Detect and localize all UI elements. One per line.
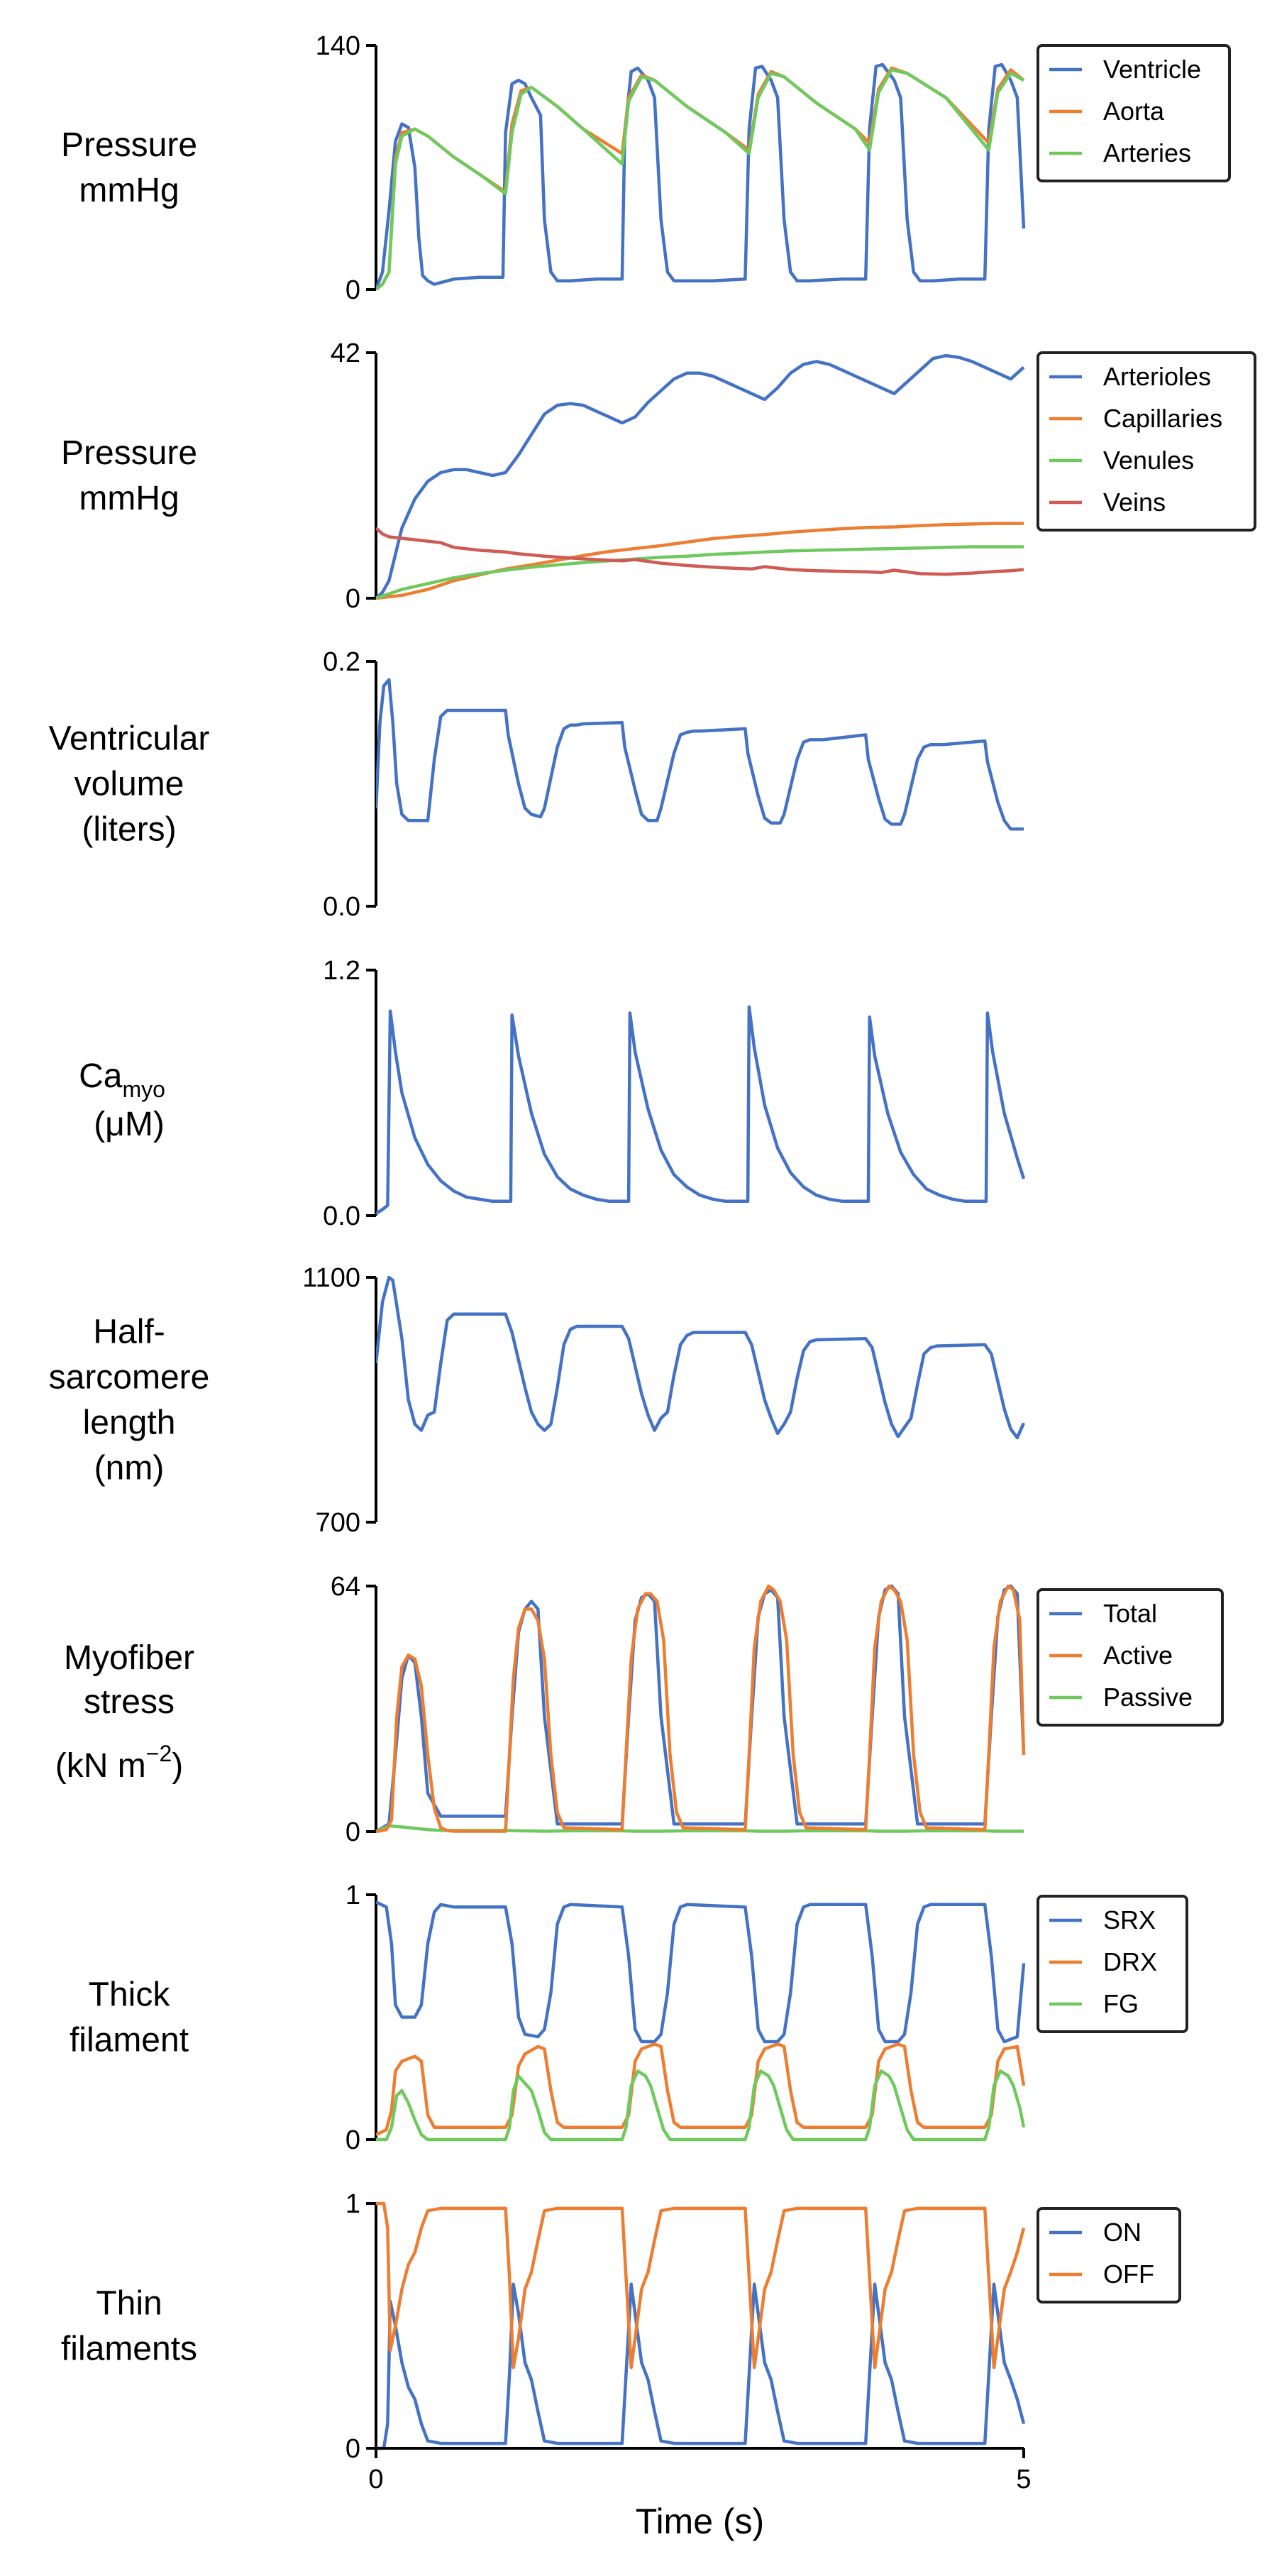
series-line xyxy=(376,1005,1026,1215)
y-axis-title: Thin filaments xyxy=(61,2285,197,2368)
y-tick-label: 0 xyxy=(345,2125,360,2155)
series-line xyxy=(376,353,1025,600)
legend-label: FG xyxy=(1103,1989,1139,2018)
series-line xyxy=(376,1275,1026,1440)
series-line xyxy=(376,522,1024,600)
legend-box xyxy=(1036,1895,1188,2033)
y-tick-label: 140 xyxy=(316,31,360,61)
series-line xyxy=(376,1824,1024,1834)
y-tick-label: 42 xyxy=(331,338,360,368)
series-line xyxy=(376,2069,1026,2142)
y-tick-label: 64 xyxy=(331,1572,360,1602)
series-line xyxy=(376,1584,1026,1833)
series-line xyxy=(376,1584,1026,1834)
y-tick-label: 700 xyxy=(316,1508,360,1538)
y-tick-label: 1 xyxy=(345,1881,360,1910)
shared-x-axis: 0 5 Time (s) xyxy=(368,2447,1032,2541)
y-axis-title: Half-sarcomere length (nm) xyxy=(49,1314,210,1487)
legend-label: Arteries xyxy=(1103,138,1191,167)
legend-label: Veins xyxy=(1103,488,1166,517)
series-line xyxy=(376,66,1025,291)
legend: ON OFF xyxy=(1036,2207,1181,2303)
legend-label: DRX xyxy=(1103,1947,1157,1976)
chart-panel: 1.2 0.0 Camyo (μM) xyxy=(79,956,1026,1231)
chart-panels: 140 0 Pressure mmHg Ventricle Aorta Arteries 42… xyxy=(49,31,1256,2464)
legend-label: Total xyxy=(1103,1599,1157,1628)
series-line xyxy=(376,2282,1026,2450)
y-tick-label: 0 xyxy=(345,275,360,305)
series-line xyxy=(376,545,1024,600)
chart-panel: 0.2 0.0 Ventricular volume (liters) xyxy=(49,647,1024,922)
y-tick-label: 1.2 xyxy=(323,956,360,986)
y-tick-label: 0.0 xyxy=(323,1201,360,1231)
y-tick-label: 1100 xyxy=(302,1263,360,1293)
legend-box xyxy=(1036,351,1256,532)
y-tick-label: 1 xyxy=(345,2189,360,2219)
y-tick-label: 0 xyxy=(345,584,360,614)
series-line xyxy=(376,527,1024,576)
x-tick-label: 0 xyxy=(368,2465,383,2494)
legend-box xyxy=(1036,44,1231,182)
chart-panel: 1 0 Thin filaments ON OFF xyxy=(61,2189,1181,2464)
legend: SRX DRX FG xyxy=(1036,1895,1188,2033)
legend: Total Active Passive xyxy=(1036,1588,1224,1727)
series-line xyxy=(376,1900,1026,2044)
legend-label: Passive xyxy=(1103,1683,1193,1712)
legend-label: Ventricle xyxy=(1103,55,1201,84)
legend-label: Venules xyxy=(1103,446,1194,475)
legend-label: Aorta xyxy=(1103,97,1165,126)
y-axis-title: Pressure mmHg xyxy=(61,434,197,517)
series-line xyxy=(376,68,1025,291)
chart-panel: 64 0 Myofiber stress (kN m−2) Total Active Pass… xyxy=(55,1572,1224,1847)
series-line xyxy=(376,62,1026,290)
y-tick-label: 0 xyxy=(345,2434,360,2464)
x-axis-title: Time (s) xyxy=(636,2501,764,2541)
legend-label: OFF xyxy=(1103,2259,1154,2289)
legend-label: Arterioles xyxy=(1103,362,1211,391)
series-line xyxy=(376,678,1024,831)
legend-box xyxy=(1036,1588,1224,1727)
y-tick-label: 0.0 xyxy=(323,892,360,922)
y-axis-title: Ventricular volume (liters) xyxy=(49,720,210,849)
chart-panel: 1100 700 Half-sarcomere length (nm) xyxy=(49,1263,1026,1538)
legend-label: ON xyxy=(1103,2218,1141,2247)
y-tick-label: 0.2 xyxy=(323,647,360,677)
series-line xyxy=(376,2201,1026,2369)
legend: Arterioles Capillaries Venules Veins xyxy=(1036,351,1256,532)
legend-label: Capillaries xyxy=(1103,404,1222,433)
chart-panel: 42 0 Pressure mmHg Arterioles Capillaries Venu… xyxy=(61,338,1256,614)
legend: Ventricle Aorta Arteries xyxy=(1036,44,1231,182)
y-axis-title: Pressure mmHg xyxy=(61,126,197,209)
y-axis-title: Myofiber stress (kN m−2) xyxy=(55,1639,194,1785)
y-axis-title: Camyo (μM) xyxy=(79,1057,165,1143)
chart-panel: 1 0 Thick filament SRX DRX FG xyxy=(70,1881,1188,2155)
x-tick-label: 5 xyxy=(1016,2465,1031,2494)
y-axis-title: Thick filament xyxy=(70,1976,189,2059)
series-line xyxy=(376,2042,1026,2137)
legend-label: SRX xyxy=(1103,1905,1156,1934)
legend-label: Active xyxy=(1103,1641,1173,1670)
chart-panel: 140 0 Pressure mmHg Ventricle Aorta Arteries xyxy=(61,31,1231,305)
y-tick-label: 0 xyxy=(345,1817,360,1847)
